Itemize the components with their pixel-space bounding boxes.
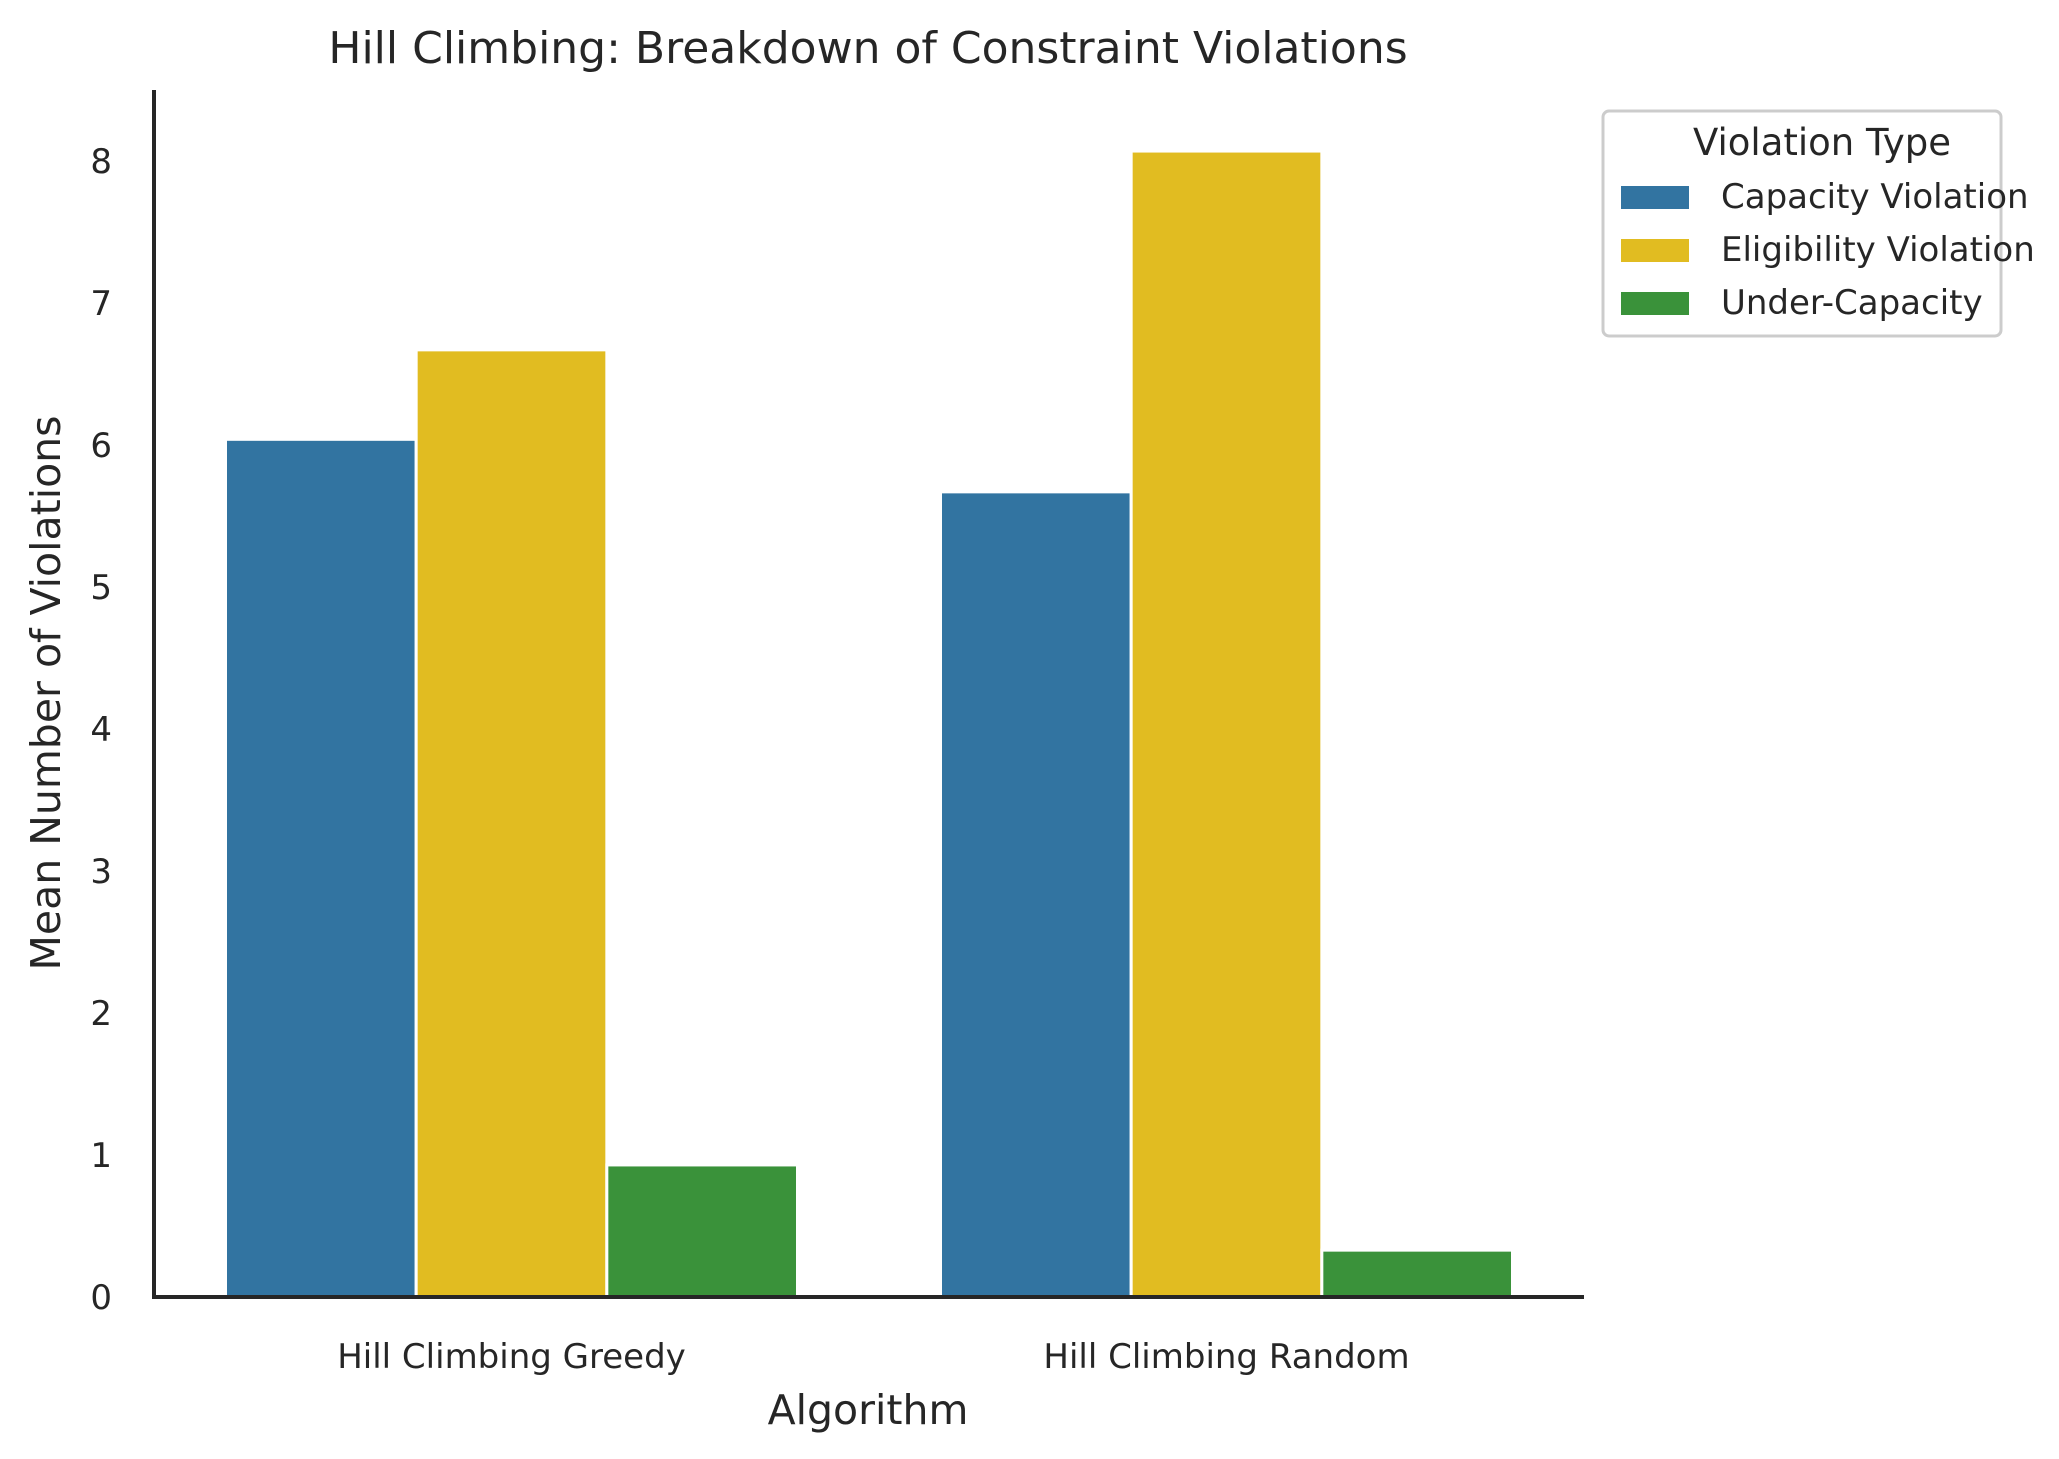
bar-eligibility-violation-0 bbox=[414, 348, 609, 1299]
x-ticks-group: Hill Climbing Greedy Hill Climbing Random bbox=[337, 1337, 1409, 1377]
bar-under-capacity-1 bbox=[1320, 1248, 1515, 1299]
y-tick-label: 3 bbox=[90, 852, 112, 892]
y-tick-label: 4 bbox=[90, 710, 112, 750]
y-tick-label: 1 bbox=[90, 1136, 112, 1176]
legend-frame bbox=[1601, 109, 2003, 338]
bar-capacity-violation-1 bbox=[939, 490, 1133, 1299]
y-ticks-group: 0 1 2 3 4 5 6 7 8 bbox=[90, 142, 112, 1318]
legend-label: Eligibility Violation bbox=[1721, 230, 2035, 270]
y-axis-label: Mean Number of Violations bbox=[22, 415, 70, 970]
bar-eligibility-violation-1 bbox=[1129, 149, 1324, 1299]
x-axis-label: Algorithm bbox=[768, 1386, 969, 1434]
y-tick-label: 8 bbox=[90, 142, 112, 182]
legend-items: Capacity Violation Eligibility Violation U… bbox=[1621, 177, 2035, 323]
bars-group bbox=[224, 149, 1515, 1299]
chart-title: Hill Climbing: Breakdown of Constraint V… bbox=[328, 23, 1407, 74]
legend-swatch bbox=[1621, 186, 1689, 209]
legend-swatch bbox=[1621, 239, 1689, 262]
x-tick-label: Hill Climbing Greedy bbox=[337, 1337, 686, 1377]
y-tick-label: 2 bbox=[90, 994, 112, 1034]
legend: Violation Type Capacity Violation Eligibi… bbox=[1601, 109, 2035, 338]
legend-label: Under-Capacity bbox=[1721, 283, 1983, 323]
legend-swatch bbox=[1621, 292, 1689, 315]
bar-under-capacity-0 bbox=[605, 1163, 799, 1299]
y-tick-label: 6 bbox=[90, 426, 112, 466]
legend-label: Capacity Violation bbox=[1721, 177, 2029, 217]
legend-title: Violation Type bbox=[1693, 121, 1951, 164]
x-tick-label: Hill Climbing Random bbox=[1043, 1337, 1409, 1377]
y-tick-label: 5 bbox=[90, 568, 112, 608]
bar-capacity-violation-0 bbox=[224, 437, 418, 1299]
y-tick-label: 7 bbox=[90, 284, 112, 324]
y-tick-label: 0 bbox=[90, 1278, 112, 1318]
